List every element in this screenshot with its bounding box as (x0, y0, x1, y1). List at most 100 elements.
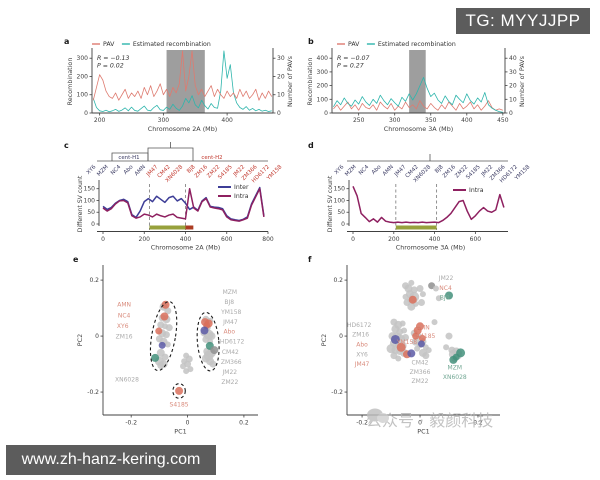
pca-point (416, 285, 424, 293)
sample-label: S4185 (217, 164, 234, 181)
panel-letter: c (64, 141, 69, 150)
pca-point (200, 326, 209, 335)
svg-text:300: 300 (317, 69, 329, 76)
svg-text:200: 200 (94, 117, 106, 124)
sample-label: Abo (223, 329, 235, 336)
svg-text:10: 10 (509, 96, 517, 103)
svg-text:250: 250 (353, 117, 365, 124)
pca-point (161, 300, 170, 309)
cluster-ellipse (149, 301, 178, 372)
y-axis-title: Different SV count (77, 175, 84, 232)
svg-text:100: 100 (317, 96, 329, 103)
svg-text:600: 600 (221, 236, 233, 243)
panel-letter: e (73, 255, 79, 264)
centromere-highlight (409, 50, 426, 113)
pca-point (417, 299, 425, 306)
region-bar (149, 225, 186, 230)
svg-text:40: 40 (509, 55, 517, 62)
svg-text:200: 200 (77, 73, 89, 80)
svg-text:0: 0 (277, 110, 281, 117)
sample-label: JM47 (354, 361, 370, 368)
y-axis-title-right: Number of PAVs (518, 55, 526, 107)
pca-point (157, 361, 165, 369)
svg-text:0.2: 0.2 (333, 277, 343, 284)
svg-text:0: 0 (101, 236, 105, 243)
pca-point (209, 360, 217, 368)
sample-label: AMN (134, 164, 147, 177)
svg-text:0: 0 (341, 221, 345, 228)
url-watermark-badge: www.zh-hanz-kering.com (6, 445, 216, 475)
svg-text:50: 50 (337, 209, 345, 216)
sample-label: S4185 (170, 402, 189, 409)
pca-point (155, 327, 163, 335)
pca-point (408, 279, 415, 286)
pca-point (417, 340, 425, 348)
pca-point (402, 293, 409, 300)
panel-letter: d (308, 141, 314, 150)
svg-text:300: 300 (77, 55, 89, 62)
pca-point (396, 342, 406, 352)
pca-point (418, 334, 426, 342)
svg-text:400: 400 (317, 55, 329, 62)
correlation-annotation: R = −0.07 (337, 55, 369, 62)
series-estimated-recombination (333, 76, 503, 113)
svg-text:100: 100 (77, 92, 89, 99)
svg-text:150: 150 (334, 186, 346, 193)
pca-point (183, 368, 190, 375)
pca-point (401, 327, 408, 334)
pca-point (413, 326, 422, 335)
svg-text:300: 300 (158, 117, 170, 124)
sample-label: Abo (356, 341, 368, 348)
svg-text:0: 0 (91, 221, 95, 228)
panel-letter: b (308, 37, 314, 46)
svg-text:200: 200 (139, 236, 151, 243)
sample-label: ZM22 (412, 378, 429, 385)
panel-e: e AMN NC4 XY6 ZM16 XN6028 S4185 MZM BJ8 YM158 JM47… (73, 255, 258, 436)
sample-label: ZM16 (352, 332, 369, 339)
svg-text:200: 200 (388, 236, 400, 243)
pca-point (435, 295, 442, 302)
svg-text:0: 0 (509, 110, 513, 117)
pca-point (164, 307, 172, 315)
pca-point (425, 347, 432, 354)
region-bar (395, 225, 437, 230)
svg-text:800: 800 (262, 236, 274, 243)
pca-point (407, 349, 416, 358)
cluster-ellipse (172, 383, 186, 399)
sample-label: YM158 (220, 309, 241, 316)
panel-letter: a (64, 37, 69, 46)
sample-label: BJ8 (224, 299, 234, 306)
svg-text:50: 50 (87, 209, 95, 216)
sample-label: CM42 (412, 360, 429, 367)
svg-text:0: 0 (95, 333, 99, 340)
sample-label: BJ8 (440, 294, 450, 301)
sample-label: Abo (123, 164, 135, 176)
svg-text:150: 150 (84, 186, 96, 193)
sample-label: YM158 (396, 339, 417, 346)
svg-text:0.2: 0.2 (89, 277, 99, 284)
wechat-watermark: 公众号 · 毅颜科技 (366, 407, 493, 431)
x-axis-title: PC1 (417, 428, 429, 436)
x-axis-title: Chromosome 2A (Mb) (148, 125, 218, 133)
sample-label: S4185 (465, 164, 482, 181)
pca-point (395, 355, 402, 362)
sample-label: MZM (448, 364, 462, 371)
pca-point (402, 333, 410, 341)
x-axis-title: Chromosome 2A (Mb) (151, 244, 221, 252)
cluster-label: cent-H1 (118, 155, 139, 161)
pca-point (175, 386, 184, 395)
svg-text:0.2: 0.2 (473, 420, 483, 427)
panel-f: f JM22 NC4 BJ8 HD6172 ZM16 Abo XY6 JM47 AMNS4185Y… (308, 255, 500, 436)
pca-point (390, 334, 400, 344)
pca-point (207, 332, 216, 341)
y-axis-title-left: Recombination (306, 58, 314, 106)
sample-label: Abo (371, 164, 383, 176)
sample-label: AMN (382, 164, 395, 177)
svg-text:0.2: 0.2 (239, 420, 249, 427)
pca-point (445, 291, 453, 300)
svg-text:0: 0 (418, 420, 422, 427)
svg-text:400: 400 (429, 236, 441, 243)
x-axis-title: PC1 (174, 428, 186, 436)
